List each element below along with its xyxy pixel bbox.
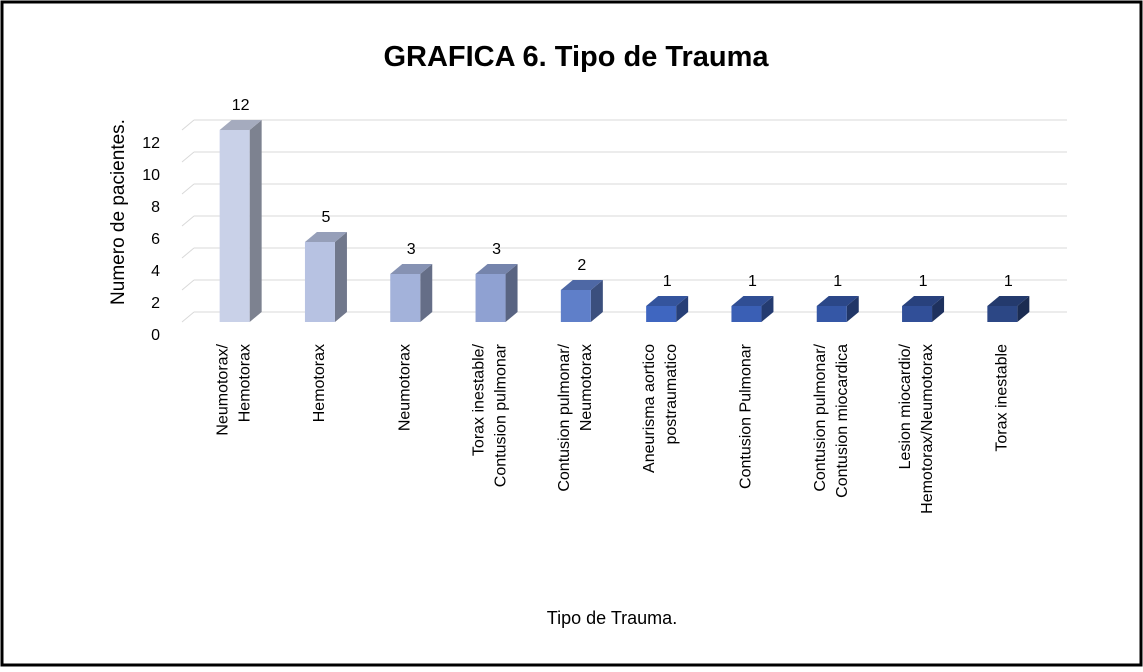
bar-top	[560, 280, 603, 290]
bar-side	[249, 120, 262, 322]
grid-line-side	[181, 247, 195, 259]
bar-front	[902, 306, 933, 322]
x-tick-label: Contusion pulmonar/Contusion miocardica	[812, 343, 851, 497]
bar-front	[560, 290, 591, 322]
bar-top	[304, 232, 347, 242]
data-label: 12	[232, 97, 250, 114]
x-tick-label: Neumotorax/Hemotorax	[215, 343, 254, 435]
bar	[646, 296, 689, 322]
y-tick-label: 12	[142, 135, 160, 152]
data-label: 1	[833, 273, 842, 290]
x-tick-label: Hemotorax	[311, 344, 328, 422]
grid-line-side	[181, 151, 195, 163]
x-tick-label: Neumotorax	[396, 344, 413, 431]
data-label: 5	[321, 209, 330, 226]
y-tick-label: 6	[151, 231, 160, 248]
bar-side	[590, 280, 603, 322]
bar-side	[1017, 296, 1030, 322]
bar	[475, 264, 518, 322]
x-tick-label: Lesion miocardio/Hemotorax/Neumotorax	[897, 343, 936, 513]
bar	[731, 296, 774, 322]
grid-line-side	[181, 183, 195, 195]
data-label: 1	[748, 273, 757, 290]
bar	[902, 296, 945, 322]
data-label: 3	[407, 241, 416, 258]
grid-line-side	[181, 311, 195, 323]
chart-title: GRAFICA 6. Tipo de Trauma	[383, 41, 769, 73]
bar-top	[731, 296, 774, 306]
bar-front	[646, 306, 677, 322]
bar-top	[219, 120, 262, 130]
data-label: 1	[663, 273, 672, 290]
bar-top	[987, 296, 1030, 306]
bar-side	[761, 296, 774, 322]
bar	[219, 120, 262, 322]
bar-side	[932, 296, 945, 322]
x-tick-label: Aneurisma aortico postraumatico	[641, 344, 680, 473]
x-tick-label: Torax inestable	[994, 344, 1011, 452]
bar-front	[390, 274, 421, 322]
data-label: 2	[577, 257, 586, 274]
bar-front	[987, 306, 1018, 322]
y-axis-title: Numero de pacientes.	[108, 119, 129, 305]
bar	[816, 296, 859, 322]
bar-side	[334, 232, 347, 322]
bar-top	[816, 296, 859, 306]
bar-top	[646, 296, 689, 306]
y-tick-label: 8	[151, 199, 160, 216]
bar-front	[816, 306, 847, 322]
y-tick-label: 4	[151, 263, 160, 280]
data-label: 3	[492, 241, 501, 258]
bar-side	[846, 296, 859, 322]
bar-side	[676, 296, 689, 322]
bar	[560, 280, 603, 322]
grid-line-side	[181, 279, 195, 291]
bar-top	[475, 264, 518, 274]
grid-line-side	[181, 215, 195, 227]
x-tick-label: Torax inestable/Contusion pulmonar	[471, 343, 510, 487]
x-tick-label: Contusion pulmonar/Neumotorax	[556, 343, 595, 491]
bar	[390, 264, 433, 322]
y-tick-label: 0	[151, 327, 160, 344]
bar-top	[390, 264, 433, 274]
grid-line-side	[181, 119, 195, 131]
data-label: 1	[919, 273, 928, 290]
bar-front	[304, 242, 335, 322]
bar-top	[902, 296, 945, 306]
y-tick-label: 2	[151, 295, 160, 312]
bar-side	[420, 264, 433, 322]
bar-side	[505, 264, 518, 322]
x-axis-title: Tipo de Trauma.	[547, 608, 677, 628]
y-tick-label: 10	[142, 167, 160, 184]
bar-front	[475, 274, 506, 322]
x-tick-label: Contusion Pulmonar	[738, 343, 755, 489]
data-label: 1	[1004, 273, 1013, 290]
bar-front	[219, 130, 250, 322]
bar	[304, 232, 347, 322]
bar-front	[731, 306, 762, 322]
bar	[987, 296, 1030, 322]
